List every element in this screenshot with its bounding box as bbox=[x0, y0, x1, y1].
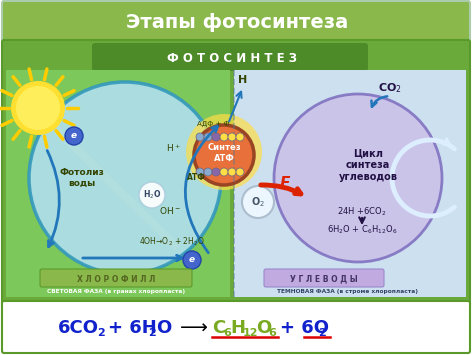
Text: Х Л О Р О Ф И Л Л: Х Л О Р О Ф И Л Л bbox=[77, 274, 155, 284]
Text: H: H bbox=[230, 319, 245, 337]
Text: H$^+$: H$^+$ bbox=[165, 142, 180, 154]
Text: 6: 6 bbox=[268, 328, 276, 338]
Circle shape bbox=[139, 182, 165, 208]
Text: Ф О Т О С И Н Т Е З: Ф О Т О С И Н Т Е З bbox=[167, 51, 297, 65]
Text: e: e bbox=[189, 256, 195, 264]
Circle shape bbox=[204, 133, 212, 141]
Text: H$_2$O: H$_2$O bbox=[143, 189, 161, 201]
FancyBboxPatch shape bbox=[2, 1, 470, 41]
Text: 2: 2 bbox=[97, 328, 105, 338]
Circle shape bbox=[236, 133, 244, 141]
Text: Цикл
синтеза
углеводов: Цикл синтеза углеводов bbox=[338, 148, 398, 182]
Text: 6: 6 bbox=[223, 328, 231, 338]
Text: CO$_2$: CO$_2$ bbox=[378, 81, 402, 95]
Text: 2: 2 bbox=[318, 328, 326, 338]
FancyBboxPatch shape bbox=[264, 269, 384, 287]
Text: OH$^-$: OH$^-$ bbox=[159, 204, 181, 215]
Circle shape bbox=[212, 133, 220, 141]
Text: Синтез
АТФ: Синтез АТФ bbox=[207, 143, 241, 163]
Text: ТЕМНОВАЯ ФАЗА (в строме хлоропласта): ТЕМНОВАЯ ФАЗА (в строме хлоропласта) bbox=[277, 289, 419, 295]
Circle shape bbox=[220, 133, 228, 141]
Circle shape bbox=[228, 168, 236, 176]
Text: + 6O: + 6O bbox=[280, 319, 329, 337]
Circle shape bbox=[29, 82, 221, 274]
Circle shape bbox=[204, 168, 212, 176]
Text: АТФ: АТФ bbox=[187, 174, 205, 182]
Text: Этапы фотосинтеза: Этапы фотосинтеза bbox=[126, 12, 348, 32]
Text: e: e bbox=[71, 131, 77, 141]
Text: 24Н +6СО$_2$: 24Н +6СО$_2$ bbox=[337, 206, 387, 218]
FancyBboxPatch shape bbox=[92, 43, 368, 71]
Text: 6Н$_2$О + С$_6$Н$_{12}$О$_6$: 6Н$_2$О + С$_6$Н$_{12}$О$_6$ bbox=[327, 224, 397, 236]
Circle shape bbox=[196, 133, 204, 141]
Text: Фотолиз
воды: Фотолиз воды bbox=[60, 168, 104, 188]
FancyBboxPatch shape bbox=[40, 269, 192, 287]
Text: 6CO: 6CO bbox=[58, 319, 99, 337]
Text: ⟶: ⟶ bbox=[180, 318, 208, 338]
Circle shape bbox=[236, 168, 244, 176]
Circle shape bbox=[186, 114, 262, 190]
Text: АДФ + Ф: АДФ + Ф bbox=[197, 121, 229, 127]
Text: O$_2$: O$_2$ bbox=[251, 195, 265, 209]
FancyBboxPatch shape bbox=[6, 70, 230, 297]
Text: + 6H: + 6H bbox=[108, 319, 157, 337]
Text: СВЕТОВАЯ ФАЗА (в гранах хлоропласта): СВЕТОВАЯ ФАЗА (в гранах хлоропласта) bbox=[47, 289, 185, 295]
Circle shape bbox=[274, 94, 442, 262]
Circle shape bbox=[242, 186, 274, 218]
Text: O: O bbox=[256, 319, 271, 337]
Circle shape bbox=[16, 86, 60, 130]
Text: E: E bbox=[280, 175, 290, 191]
Circle shape bbox=[228, 133, 236, 141]
Circle shape bbox=[183, 251, 201, 269]
Circle shape bbox=[220, 168, 228, 176]
FancyBboxPatch shape bbox=[2, 301, 470, 353]
Circle shape bbox=[65, 127, 83, 145]
FancyBboxPatch shape bbox=[2, 40, 470, 307]
Text: C: C bbox=[212, 319, 225, 337]
Text: 12: 12 bbox=[243, 328, 258, 338]
Text: 2: 2 bbox=[148, 328, 156, 338]
Text: O: O bbox=[156, 319, 171, 337]
Circle shape bbox=[11, 81, 65, 135]
Circle shape bbox=[196, 168, 204, 176]
Text: У Г Л Е В О Д Ы: У Г Л Е В О Д Ы bbox=[290, 274, 358, 284]
Circle shape bbox=[212, 168, 220, 176]
Text: H: H bbox=[238, 75, 247, 85]
Text: 4ОН→О$_2$ + 2Н$_2$О: 4ОН→О$_2$ + 2Н$_2$О bbox=[139, 236, 205, 248]
FancyBboxPatch shape bbox=[234, 70, 466, 297]
Circle shape bbox=[194, 125, 254, 185]
